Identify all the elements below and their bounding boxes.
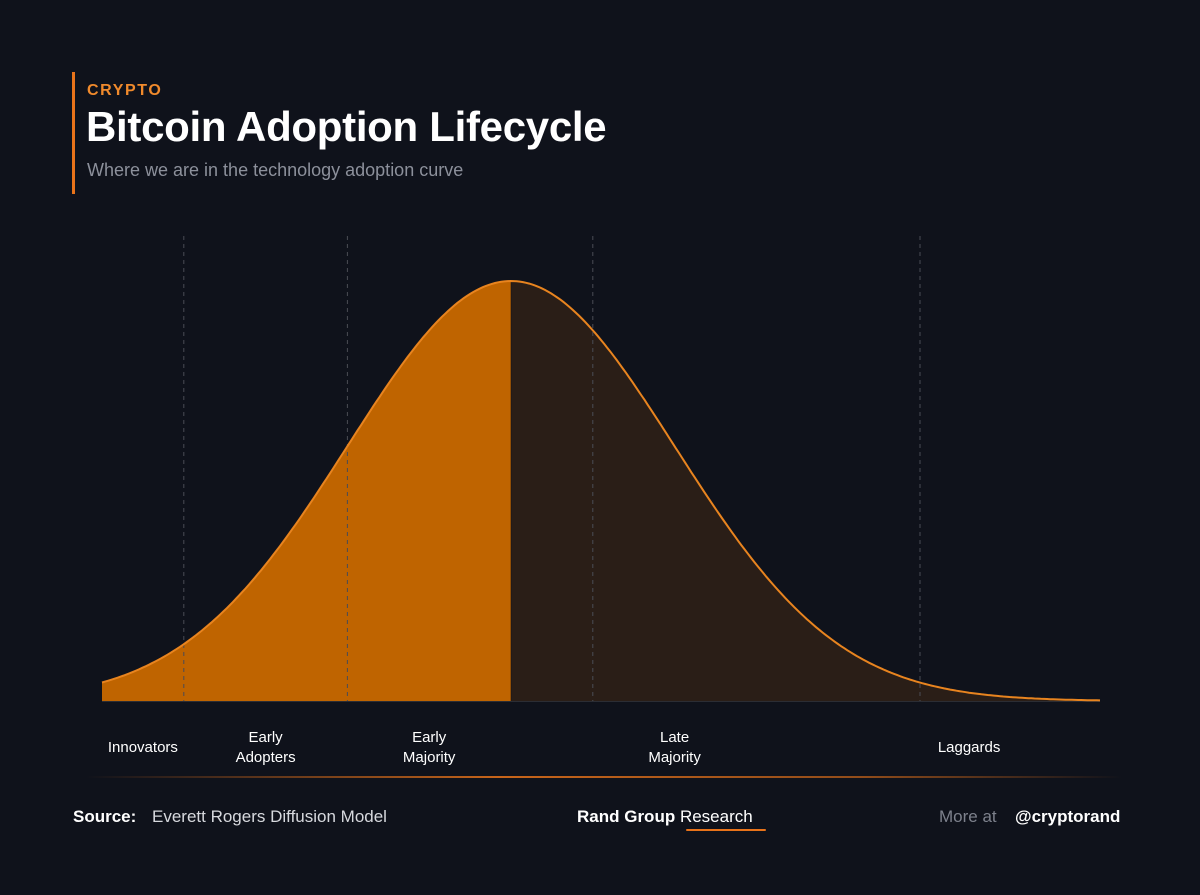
brand-underline: [686, 829, 766, 831]
unadopted-area: [511, 281, 1100, 701]
adoption-curve-line: [101, 279, 1101, 702]
segment-label-laggards: Laggards: [937, 739, 1001, 756]
brand-name-rest: Research: [675, 807, 753, 826]
page-title: Bitcoin Adoption Lifecycle: [86, 103, 607, 150]
segment-label-early-majority: Early Majority: [402, 729, 456, 766]
more-at-label: More at: [939, 807, 997, 826]
source-value: Everett Rogers Diffusion Model: [152, 807, 387, 826]
page-subtitle: Where we are in the technology adoption …: [87, 160, 464, 180]
footer-divider: [86, 776, 1122, 778]
segment-label-innovators: Innovators: [107, 739, 178, 756]
accent-bar: [72, 72, 75, 194]
brand-name-bold: Rand Group: [577, 807, 676, 826]
social-handle[interactable]: @cryptorand: [1015, 807, 1121, 826]
category-eyebrow: CRYPTO: [87, 82, 163, 99]
adopted-area: [102, 281, 511, 701]
segment-label-early-adopters: Early Adopters: [235, 729, 296, 766]
segment-label-late-majority: Late Majority: [648, 729, 701, 766]
source-label: Source:: [73, 807, 137, 826]
brand-name: Rand Group Research: [577, 807, 753, 827]
